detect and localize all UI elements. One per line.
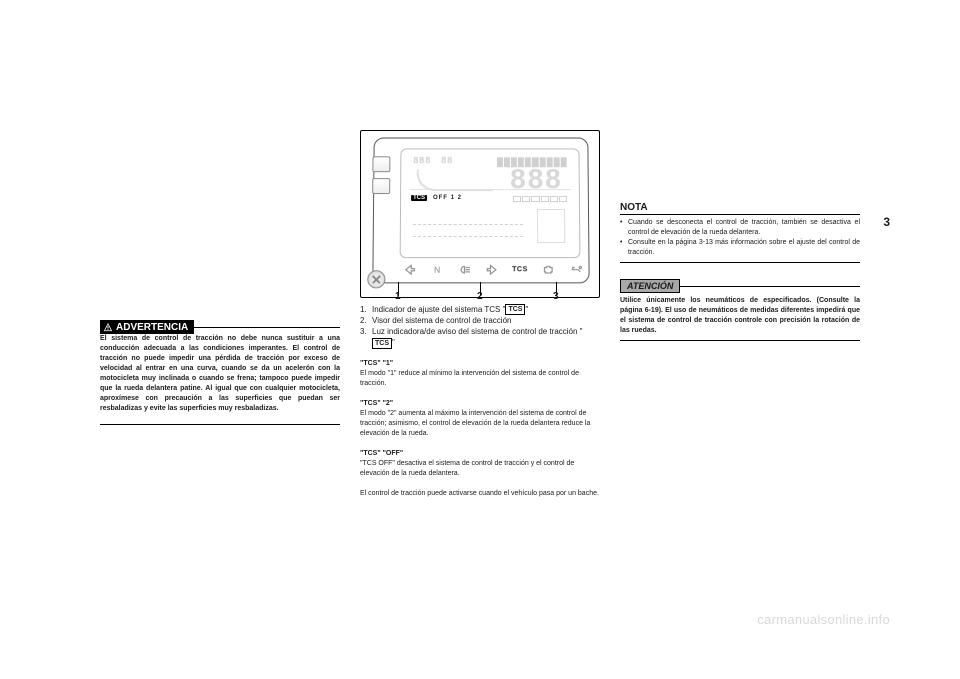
legend-num: 2. xyxy=(360,315,372,326)
atencion-block: ATENCIÓN Utilice únicamente los neumátic… xyxy=(620,279,860,347)
legend-text: Indicador de ajuste del sistema TCS "TCS… xyxy=(372,304,528,315)
legend-num: 1. xyxy=(360,304,372,315)
tcs1-head: "TCS" "1" xyxy=(360,359,600,369)
turn-left-icon xyxy=(404,263,417,276)
tcs-tail: El control de tracción puede activarse c… xyxy=(360,489,600,499)
side-button xyxy=(372,178,390,194)
tcs-chip-icon: TCS xyxy=(411,195,427,201)
tcs2-head: "TCS" "2" xyxy=(360,399,600,409)
fuel-segments-icon xyxy=(513,196,567,202)
watermark: carmanualsonline.info xyxy=(757,612,890,627)
engine-warning-icon xyxy=(542,263,555,276)
atencion-label: ATENCIÓN xyxy=(620,279,680,293)
legend-item: 2. Visor del sistema de control de tracc… xyxy=(360,315,600,326)
warning-heading-bar: ADVERTENCIA xyxy=(100,320,340,334)
bullet-text: Consulte en la página 3-13 más informaci… xyxy=(628,238,860,258)
bullet-dot-icon: • xyxy=(620,238,628,258)
lcd-lower: TCS OFF 1 2 xyxy=(411,189,572,247)
tcsoff-head: "TCS" "OFF" xyxy=(360,449,600,459)
tach-arc-icon xyxy=(413,169,497,191)
lcd-digits-icon: 888 xyxy=(413,155,431,165)
legend-item: 1. Indicador de ajuste del sistema TCS "… xyxy=(360,304,600,315)
atencion-rule xyxy=(680,286,860,287)
bullet-item: • Cuando se desconecta el control de tra… xyxy=(620,218,860,238)
oil-warning-icon xyxy=(569,263,582,276)
warning-label: ADVERTENCIA xyxy=(100,320,194,334)
tcs1-section: "TCS" "1" El modo "1" reduce al mínimo l… xyxy=(360,359,600,389)
atencion-body: Utilice únicamente los neumáticos de esp… xyxy=(620,296,860,336)
lcd-line-icon xyxy=(413,224,523,225)
bullet-dot-icon: • xyxy=(620,218,628,238)
legend-text: Luz indicadora/de aviso del sistema de c… xyxy=(372,326,600,348)
rule xyxy=(620,340,860,341)
tcsoff-section: "TCS" "OFF" "TCS OFF" desactiva el siste… xyxy=(360,449,600,479)
tcs2-body: El modo "2" aumenta al máximo la interve… xyxy=(360,409,600,439)
legend-item: 3. Luz indicadora/de aviso del sistema d… xyxy=(360,326,600,348)
nota-block: NOTA • Cuando se desconecta el control d… xyxy=(620,202,860,269)
lcd-digits-icon: 88 xyxy=(441,155,453,165)
svg-text:N: N xyxy=(434,264,440,274)
section-number: 3 xyxy=(883,215,890,229)
indicator-strip: N TCS xyxy=(404,262,579,276)
gear-box-icon xyxy=(537,209,565,243)
rule xyxy=(100,424,340,425)
callout-number: 2 xyxy=(477,291,483,302)
callout-leaders: 1 2 3 xyxy=(360,278,600,300)
warning-triangle-icon xyxy=(103,322,113,332)
tcs-mode-indicator: TCS OFF 1 2 xyxy=(411,194,462,201)
tcs-box-icon: TCS xyxy=(505,304,525,315)
column-3: NOTA • Cuando se desconecta el control d… xyxy=(620,130,860,570)
lcd-upper: 888 88 888 xyxy=(413,155,569,189)
turn-right-icon xyxy=(485,263,498,276)
figure-frame: 888 88 888 TCS OFF 1 2 xyxy=(360,130,600,298)
legend-num: 3. xyxy=(360,326,372,348)
bullet-text: Cuando se desconecta el control de tracc… xyxy=(628,218,860,238)
spacer xyxy=(620,130,860,202)
warning-paragraph: El sistema de control de tracción no deb… xyxy=(100,334,340,414)
legend-text: Visor del sistema de control de tracción xyxy=(372,315,511,326)
rule xyxy=(620,262,860,263)
neutral-icon: N xyxy=(431,263,444,276)
three-column-layout: ADVERTENCIA El sistema de control de tra… xyxy=(100,130,860,570)
callout-number: 1 xyxy=(395,291,401,302)
tcs-mode-values: OFF 1 2 xyxy=(433,195,462,201)
tcs-indicator-lamp: TCS xyxy=(512,263,528,276)
side-button xyxy=(372,156,390,172)
tcs-box-icon: TCS xyxy=(372,338,392,349)
instrument-bezel: 888 88 888 TCS OFF 1 2 xyxy=(372,138,589,284)
warning-rule xyxy=(194,327,340,328)
column-2: 888 88 888 TCS OFF 1 2 xyxy=(360,130,600,570)
tcs2-section: "TCS" "2" El modo "2" aumenta al máximo … xyxy=(360,399,600,439)
bullet-item: • Consulte en la página 3-13 más informa… xyxy=(620,238,860,258)
callout-number: 3 xyxy=(553,291,559,302)
tcsoff-body: "TCS OFF" desactiva el sistema de contro… xyxy=(360,459,600,479)
atencion-heading-bar: ATENCIÓN xyxy=(620,279,860,293)
tcs1-body: El modo "1" reduce al mínimo la interven… xyxy=(360,369,600,389)
dashboard-figure: 888 88 888 TCS OFF 1 2 xyxy=(360,130,600,298)
side-buttons xyxy=(372,156,390,200)
warning-label-text: ADVERTENCIA xyxy=(116,322,188,333)
high-beam-icon xyxy=(458,263,471,276)
nota-label: NOTA xyxy=(620,202,648,214)
nota-heading: NOTA xyxy=(620,202,860,215)
manual-page: 3 ADVERTENCIA xyxy=(0,0,960,679)
warning-block: ADVERTENCIA El sistema de control de tra… xyxy=(100,320,340,414)
lcd-screen: 888 88 888 TCS OFF 1 2 xyxy=(400,148,581,258)
spacer xyxy=(100,130,340,320)
column-1: ADVERTENCIA El sistema de control de tra… xyxy=(100,130,340,570)
lcd-line-icon xyxy=(413,236,523,237)
nota-body: • Cuando se desconecta el control de tra… xyxy=(620,218,860,258)
figure-legend: 1. Indicador de ajuste del sistema TCS "… xyxy=(360,304,600,349)
column2-paragraphs: "TCS" "1" El modo "1" reduce al mínimo l… xyxy=(360,349,600,499)
